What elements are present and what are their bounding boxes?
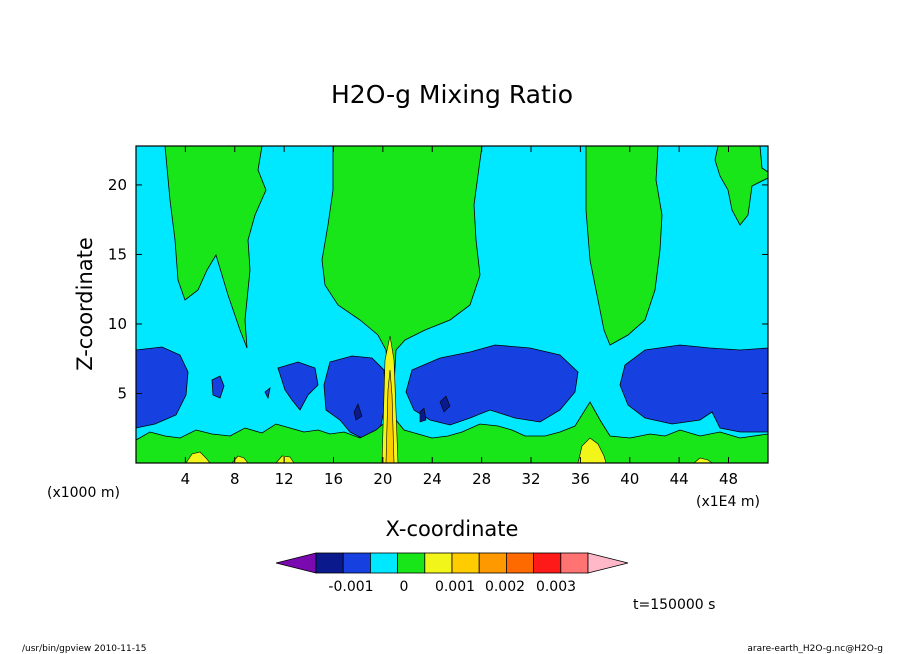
low-region [211, 375, 225, 399]
colorbar: -0.001 0 0.001 0.002 0.003 [275, 552, 629, 595]
high-region [185, 451, 211, 463]
colorbar-swatch [369, 552, 398, 574]
contour-field [136, 146, 768, 463]
colorbar-swatch [397, 552, 426, 574]
y-axis: 5 10 15 20 [108, 176, 768, 402]
lowest-region [439, 395, 451, 413]
x-tick-label: 24 [423, 470, 442, 488]
colorbar-swatch [342, 552, 371, 574]
footer-right: arare-earth_H2O-g.nc@H2O-g [747, 644, 883, 654]
high-region [577, 437, 607, 463]
x-tick-label: 36 [571, 470, 590, 488]
low-region [277, 361, 319, 411]
y-tick-label: 15 [108, 245, 127, 263]
low-region [264, 387, 271, 400]
high-region [231, 455, 249, 463]
colorbar-arrow-high [587, 552, 629, 574]
colorbar-label: 0.002 [485, 579, 525, 595]
plume-region [164, 146, 267, 349]
lowest-region [353, 403, 363, 421]
x-tick-label: 32 [521, 470, 540, 488]
high-region [693, 457, 713, 463]
colorbar-swatch [478, 552, 507, 574]
x-tick-label: 44 [670, 470, 689, 488]
x-tick-label: 48 [719, 470, 738, 488]
chart-title: H2O-g Mixing Ratio [331, 80, 573, 109]
colorbar-swatch [505, 552, 534, 574]
x-tick-label: 20 [373, 470, 392, 488]
y-tick-label: 10 [108, 315, 127, 333]
colorbar-swatch [560, 552, 589, 574]
x-unit-left: (x1000 m) [47, 485, 120, 501]
colorbar-label: 0.003 [536, 579, 576, 595]
lowest-region [419, 407, 427, 423]
plot-frame [135, 145, 769, 464]
time-label: t=150000 s [633, 597, 715, 613]
low-region [136, 346, 189, 429]
y-axis-label: Z-coordinate [73, 237, 97, 371]
colorbar-label: -0.001 [328, 579, 373, 595]
footer-left: /usr/bin/gpview 2010-11-15 [22, 644, 146, 654]
colorbar-label: 0.001 [435, 579, 475, 595]
low-region [619, 344, 768, 433]
colorbar-swatch [533, 552, 562, 574]
x-axis-label: X-coordinate [386, 517, 519, 541]
plume-region [585, 146, 663, 346]
high-region [275, 455, 295, 463]
x-tick-label: 28 [472, 470, 491, 488]
surface-band [136, 401, 768, 463]
colorbar-swatch [451, 552, 480, 574]
x-tick-label: 16 [324, 470, 343, 488]
y-tick-label: 20 [108, 176, 127, 194]
colorbar-label: 0 [400, 579, 409, 595]
x-tick-label: 12 [275, 470, 294, 488]
x-tick-label: 4 [181, 470, 191, 488]
colorbar-swatch [424, 552, 453, 574]
colorbar-swatch [315, 552, 344, 574]
plume-region [321, 146, 483, 421]
x-tick-label: 40 [620, 470, 639, 488]
x-tick-label: 8 [230, 470, 240, 488]
x-unit-right: (x1E4 m) [696, 494, 760, 510]
plume-region [714, 146, 768, 226]
colorbar-arrow-low [275, 552, 317, 574]
y-tick-label: 5 [117, 384, 127, 402]
x-axis: 4 8 12 16 20 24 28 32 36 40 44 48 [181, 146, 738, 488]
higher-region [385, 369, 395, 463]
